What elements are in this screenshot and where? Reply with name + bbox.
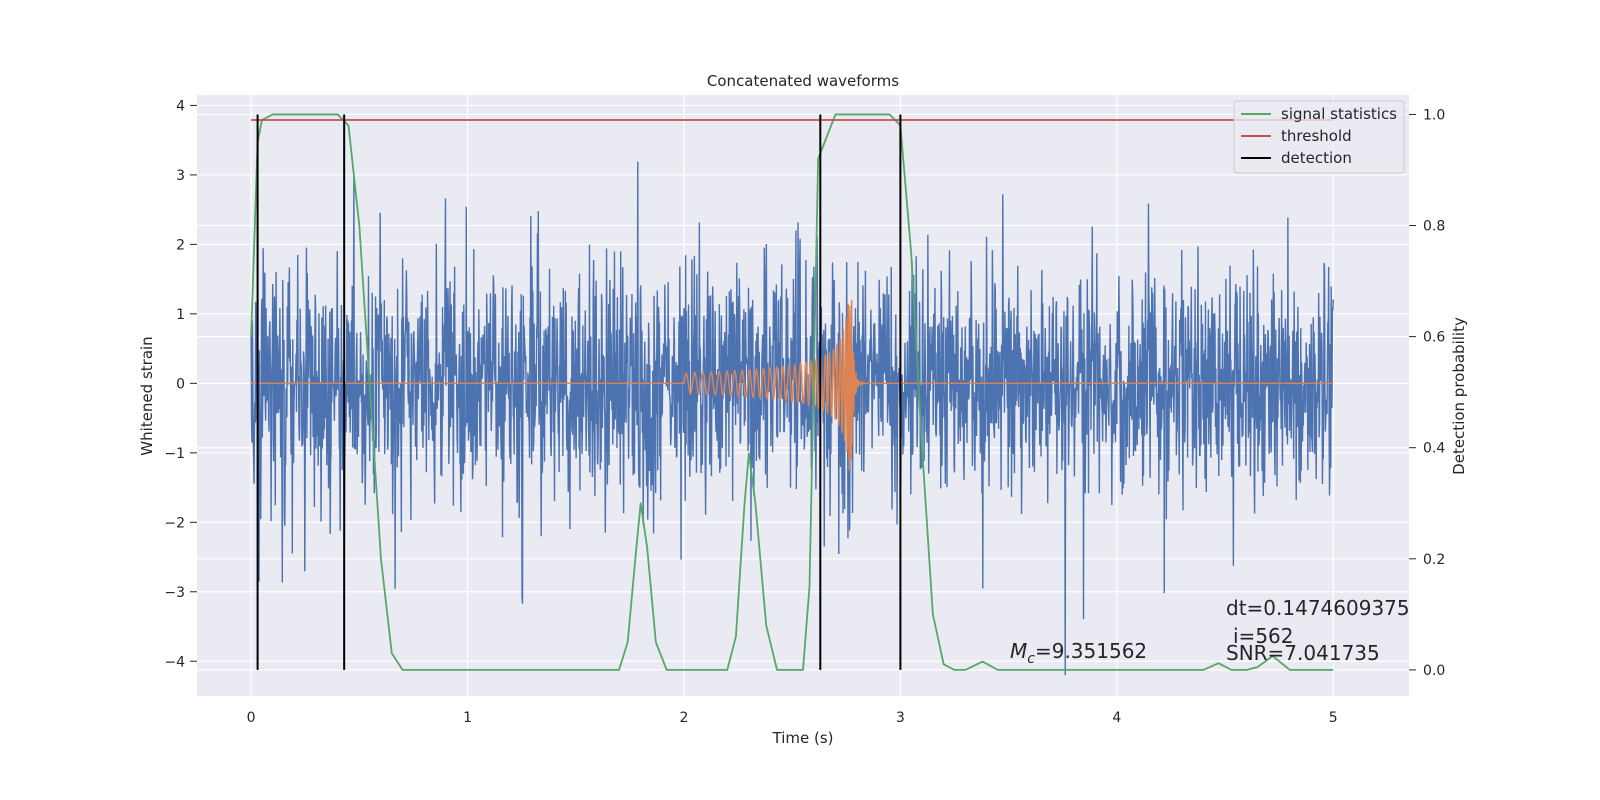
y-tick-label: −1 — [164, 446, 185, 462]
legend-label-detection: detection — [1281, 149, 1352, 167]
y-tick-label: 2 — [176, 237, 185, 253]
x-axis-label: Time (s) — [772, 729, 834, 747]
annotation-dt: dt=0.1474609375 — [1226, 596, 1410, 620]
y2-axis-label: Detection probability — [1450, 317, 1468, 475]
legend: signal statistics threshold detection — [1233, 100, 1405, 174]
y2-tick-label: 0.6 — [1423, 330, 1445, 346]
annotation-mc-value: =9.351562 — [1035, 639, 1147, 663]
chart-title: Concatenated waveforms — [707, 72, 899, 90]
legend-label-threshold: threshold — [1281, 127, 1352, 145]
y-tick-label: −4 — [164, 654, 185, 670]
x-tick-label: 4 — [1112, 710, 1121, 726]
x-tick-label: 1 — [463, 710, 472, 726]
annotation-mc-subscript: c — [1027, 651, 1035, 667]
y2-tick-label: 1.0 — [1423, 107, 1445, 123]
y-tick-label: −2 — [164, 515, 185, 531]
y2-tick-label: 0.0 — [1423, 663, 1445, 679]
y2-tick-label: 0.2 — [1423, 552, 1445, 568]
annotation-mc: Mc=9.351562 — [1010, 639, 1147, 667]
x-axis-ticks: 0 1 2 3 4 5 — [247, 710, 1338, 726]
y-tick-label: 3 — [176, 168, 185, 184]
y-tick-label: 0 — [176, 376, 185, 392]
statistics-line — [250, 113, 1334, 671]
x-tick-label: 0 — [247, 710, 256, 726]
statistics-series — [250, 113, 1334, 671]
y-tick-label: 4 — [176, 98, 185, 114]
legend-frame — [1233, 100, 1405, 174]
strain-series — [250, 161, 1334, 676]
annotation-i: i=562 — [1233, 624, 1294, 648]
y2-tick-label: 0.4 — [1423, 441, 1445, 457]
annotation-snr: SNR=7.041735 — [1226, 641, 1380, 665]
legend-label-statistics: signal statistics — [1281, 105, 1397, 123]
y-axis-label: Whitened strain — [138, 336, 156, 455]
annotation-mc-symbol: M — [1010, 639, 1027, 663]
y-axis-ticks: 4 3 2 1 0 −1 −2 −3 −4 — [164, 98, 197, 670]
strain-line — [250, 161, 1334, 676]
y2-tick-label: 0.8 — [1423, 219, 1445, 235]
x-tick-label: 3 — [896, 710, 905, 726]
x-tick-label: 5 — [1329, 710, 1338, 726]
y-tick-label: 1 — [176, 307, 185, 323]
y2-axis-ticks: 1.0 0.8 0.6 0.4 0.2 0.0 — [1409, 107, 1445, 679]
template-line — [251, 299, 1334, 471]
y-tick-label: −3 — [164, 585, 185, 601]
x-tick-label: 2 — [680, 710, 689, 726]
grid-left — [197, 95, 1409, 696]
detection-series — [256, 114, 902, 670]
template-series — [251, 299, 1334, 471]
